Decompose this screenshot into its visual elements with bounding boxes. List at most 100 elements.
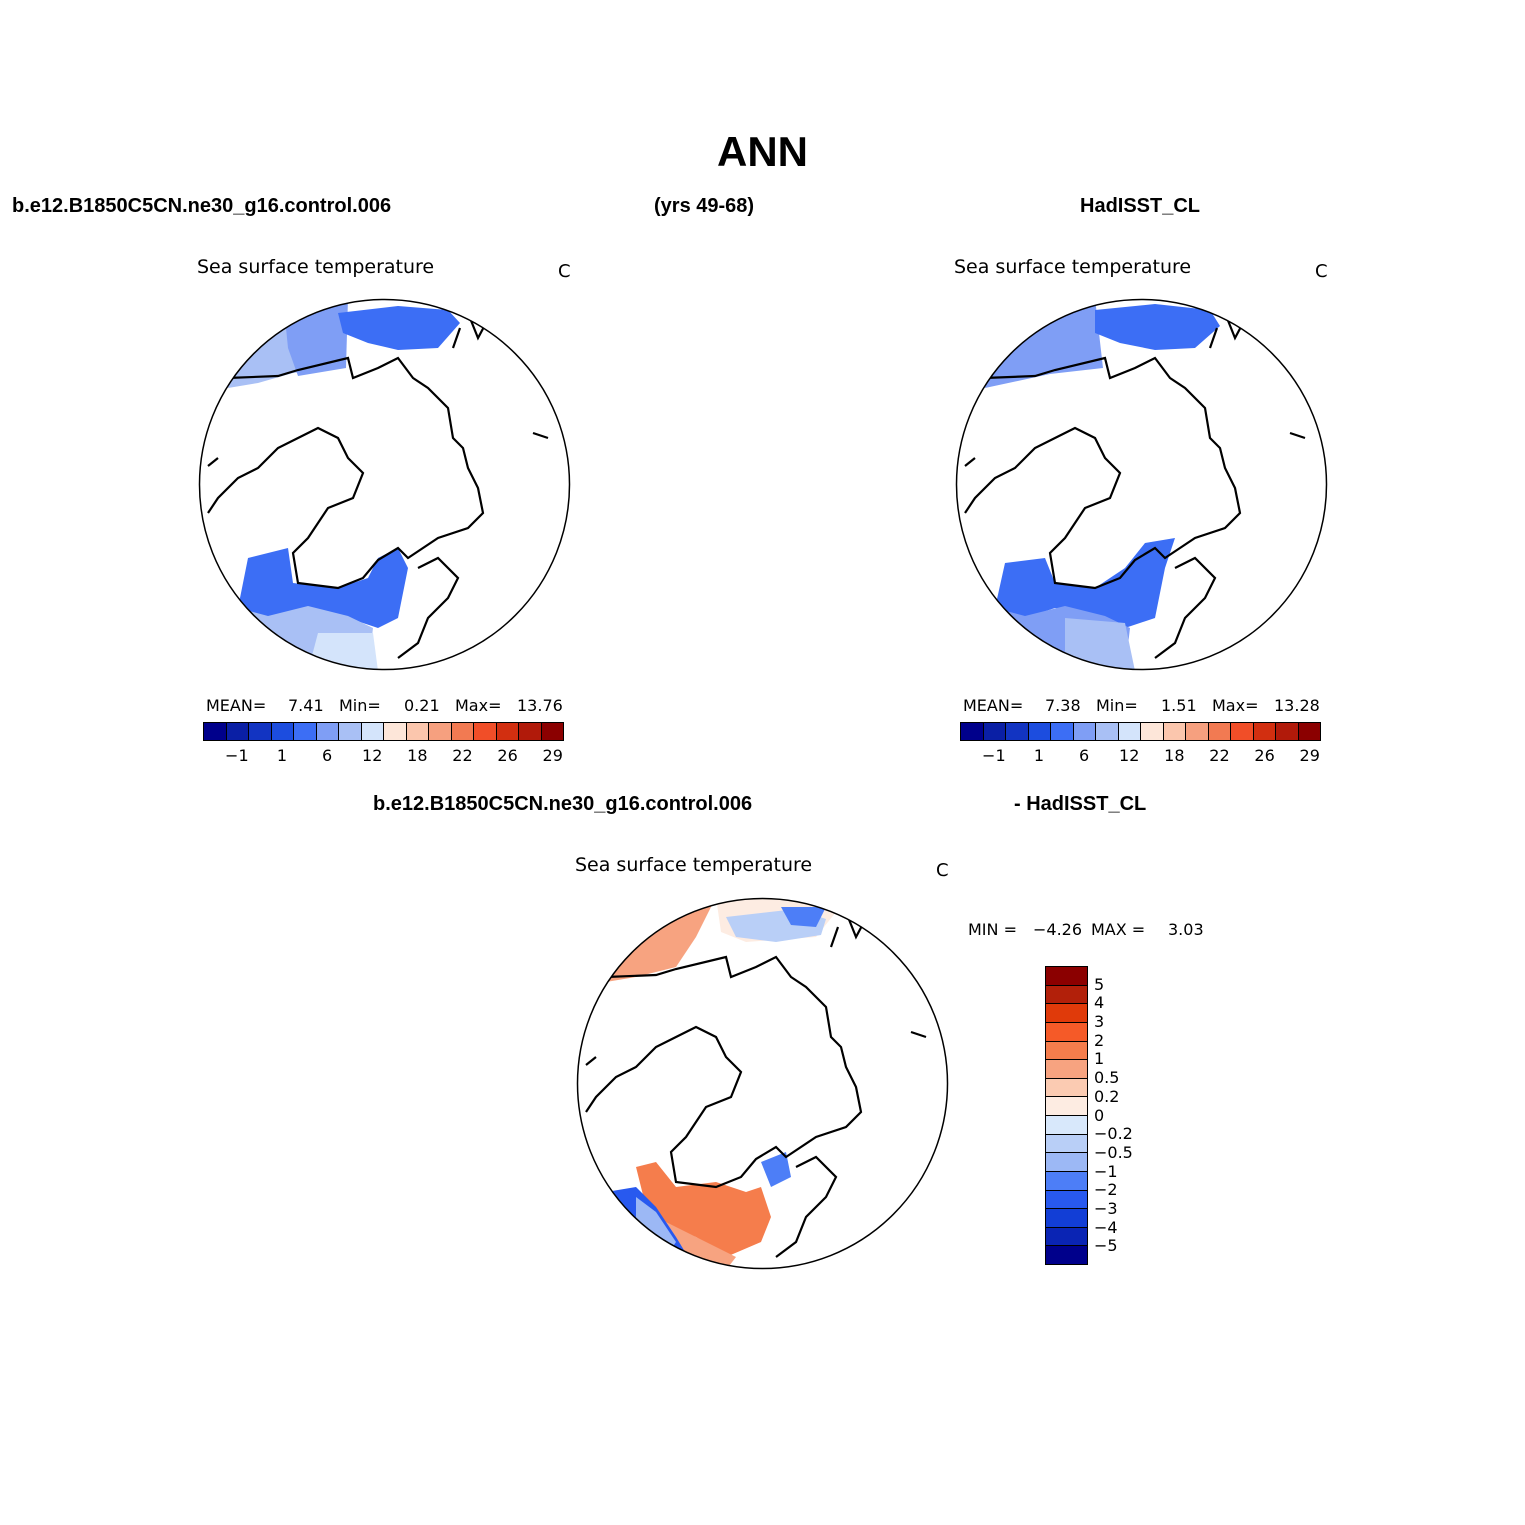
model-colorbar-swatch — [495, 723, 518, 740]
diff-max-value: 3.03 — [1168, 920, 1204, 939]
diff-colorbar-label: 0.5 — [1094, 1068, 1120, 1088]
diff-colorbar-swatch — [1046, 1189, 1087, 1209]
obs-polar-map — [955, 298, 1328, 671]
case-name-label: b.e12.B1850C5CN.ne30_g16.control.006 — [12, 195, 392, 217]
model-colorbar — [203, 722, 564, 741]
obs-colorbar-swatch — [1072, 723, 1095, 740]
model-colorbar-labels: −1 1 6 12 18 22 26 29 — [203, 746, 564, 766]
obs-colorbar-label: −1 — [982, 746, 1006, 765]
diff-colorbar-label: −3 — [1094, 1198, 1118, 1218]
diff-colorbar-swatch — [1046, 1040, 1087, 1060]
obs-colorbar-swatch — [1185, 723, 1208, 740]
diff-colorbar-swatch — [1046, 1152, 1087, 1171]
obs-colorbar-label: 1 — [1033, 746, 1045, 765]
diff-colorbar-swatch — [1046, 1115, 1087, 1134]
model-colorbar-swatch — [518, 723, 541, 740]
obs-mean-label: MEAN= — [963, 696, 1024, 715]
obs-mean-value: 7.38 — [1045, 696, 1081, 715]
model-colorbar-swatch — [540, 723, 563, 740]
diff-colorbar-swatch — [1046, 1077, 1087, 1097]
model-sst-atlantic-deep — [238, 548, 408, 628]
model-panel-units: C — [558, 261, 571, 282]
diff-sst-barents-cool — [761, 1152, 791, 1187]
obs-max-value: 13.28 — [1274, 696, 1320, 715]
model-colorbar-swatch — [405, 723, 428, 740]
model-colorbar-swatch — [383, 723, 406, 740]
model-colorbar-swatch — [338, 723, 361, 740]
model-colorbar-swatch — [360, 723, 383, 740]
obs-colorbar-swatch — [1252, 723, 1275, 740]
diff-colorbar — [1045, 966, 1088, 1265]
diff-colorbar-swatch — [1046, 1096, 1087, 1115]
obs-land-coastlines — [964, 317, 1306, 659]
diff-colorbar-label: −0.5 — [1094, 1142, 1133, 1162]
model-colorbar-swatch — [225, 723, 248, 740]
diff-sst-pacific-warm — [606, 898, 716, 982]
obs-sst-pacific-mid — [985, 299, 1103, 388]
diff-colorbar-label: 3 — [1094, 1012, 1105, 1032]
diff-colorbar-swatch — [1046, 1133, 1087, 1153]
obs-colorbar-swatch — [1230, 723, 1253, 740]
diff-min-label: MIN = — [968, 920, 1017, 939]
diff-panel-title: Sea surface temperature — [575, 854, 813, 876]
diff-colorbar-label: −2 — [1094, 1180, 1118, 1200]
diff-colorbar-swatch — [1046, 1226, 1087, 1246]
obs-colorbar-swatch — [1117, 723, 1140, 740]
diff-obs-label: - HadISST_CL — [1014, 793, 1147, 815]
diff-colorbar-label: 0.2 — [1094, 1086, 1120, 1106]
diff-max-label: MAX = — [1091, 920, 1146, 939]
model-colorbar-swatch — [248, 723, 271, 740]
obs-name-label: HadISST_CL — [1080, 195, 1201, 217]
diff-colorbar-label: −5 — [1094, 1236, 1118, 1256]
diff-colorbar-label: −1 — [1094, 1161, 1118, 1181]
obs-min-label: Min= — [1096, 696, 1138, 715]
model-max-label: Max= — [455, 696, 502, 715]
diff-sst-bering-cool — [781, 907, 826, 927]
model-min-value: 0.21 — [404, 696, 440, 715]
diff-colorbar-swatch — [1046, 1059, 1087, 1078]
diff-colorbar-label: 4 — [1094, 993, 1105, 1013]
obs-colorbar-swatch — [1050, 723, 1073, 740]
model-colorbar-swatch — [293, 723, 316, 740]
obs-sst-atlantic-light — [1065, 618, 1135, 670]
obs-panel-title: Sea surface temperature — [954, 256, 1192, 278]
diff-colorbar-swatch — [1046, 1245, 1087, 1264]
model-colorbar-label: 12 — [362, 746, 383, 765]
model-panel-title: Sea surface temperature — [197, 256, 435, 278]
obs-colorbar-swatch — [1297, 723, 1320, 740]
diff-colorbar-label: 0 — [1094, 1105, 1105, 1125]
diff-land-coastlines — [585, 916, 927, 1258]
obs-colorbar-swatch — [1005, 723, 1028, 740]
model-land-coastlines — [207, 317, 549, 659]
diff-min-value: −4.26 — [1033, 920, 1083, 939]
diff-panel-units: C — [936, 860, 949, 881]
obs-max-label: Max= — [1212, 696, 1259, 715]
obs-colorbar-swatch — [1275, 723, 1298, 740]
diff-colorbar-swatch — [1046, 1170, 1087, 1190]
model-colorbar-label: 18 — [407, 746, 428, 765]
diff-colorbar-label: −0.2 — [1094, 1124, 1133, 1144]
model-mean-label: MEAN= — [206, 696, 267, 715]
model-colorbar-label: 6 — [322, 746, 333, 765]
obs-colorbar-label: 22 — [1209, 746, 1230, 765]
model-min-label: Min= — [339, 696, 381, 715]
model-colorbar-swatch — [473, 723, 496, 740]
model-sst-pacific-deep — [338, 306, 460, 350]
obs-colorbar-swatch — [1207, 723, 1230, 740]
diff-colorbar-labels: 5 4 3 2 1 0.5 0.2 0 −0.2 −0.5 −1 −2 −3 −4 −5 — [1094, 966, 1174, 1265]
model-colorbar-label: 22 — [452, 746, 473, 765]
model-colorbar-label: 26 — [497, 746, 518, 765]
diff-colorbar-label: 5 — [1094, 974, 1105, 994]
obs-colorbar-labels: −1 1 6 12 18 22 26 29 — [960, 746, 1321, 766]
diff-colorbar-label: 2 — [1094, 1030, 1105, 1050]
page-title: ANN — [717, 128, 808, 175]
obs-panel-units: C — [1315, 261, 1328, 282]
years-label: (yrs 49-68) — [654, 195, 755, 217]
model-polar-map — [198, 298, 571, 671]
obs-sst-atlantic-deep — [995, 538, 1175, 628]
model-mean-value: 7.41 — [288, 696, 324, 715]
obs-colorbar — [960, 722, 1321, 741]
model-colorbar-swatch — [315, 723, 338, 740]
model-colorbar-label: 29 — [542, 746, 563, 765]
diff-colorbar-swatch — [1046, 1021, 1087, 1041]
